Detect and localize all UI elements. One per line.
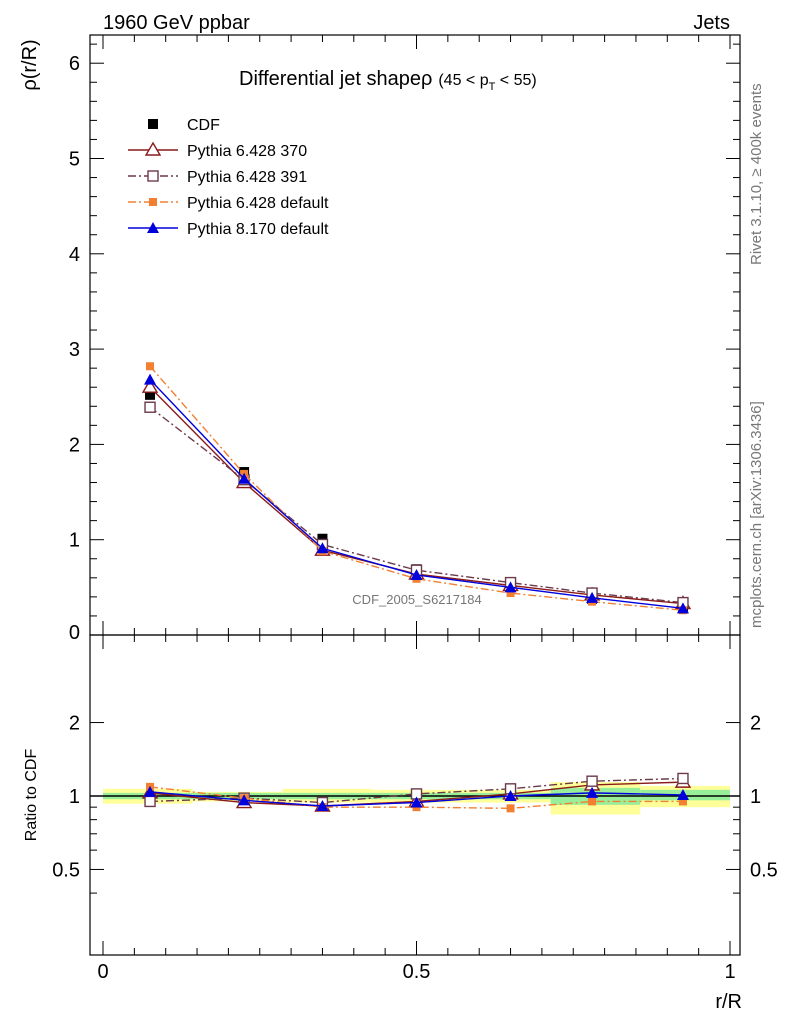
chart-title-range-end: < 55) <box>495 72 536 89</box>
x-tick-label: 0.5 <box>403 961 431 983</box>
main-y-tick-labels: 1 2 3 4 5 6 0 <box>69 53 80 644</box>
main-series-group <box>141 362 692 615</box>
legend-label-pythia-6-428-370: Pythia 6.428 370 <box>187 143 307 160</box>
legend-marker-pythia-6-428-370 <box>144 141 162 156</box>
ratio-point-pythia-6-428-default <box>678 797 687 806</box>
main-y-tick-label: 6 <box>69 53 80 75</box>
rivet-info: Rivet 3.1.10, ≥ 400k events <box>748 83 765 265</box>
ratio-point-pythia-6-428-391 <box>586 775 598 787</box>
point-pythia-8-170-default <box>586 591 599 603</box>
legend-label-pythia-6-428-391: Pythia 6.428 391 <box>187 169 307 186</box>
ratio-series-group <box>141 772 692 813</box>
legend-marker-pythia-8-170-default <box>147 222 159 233</box>
point-pythia-6-428-391 <box>144 401 156 413</box>
main-y-axis-label: ρ(r/R) <box>19 39 41 90</box>
main-y-ticks <box>90 35 740 636</box>
legend-label-cdf: CDF <box>187 117 220 134</box>
ratio-point-pythia-6-428-391 <box>144 795 156 808</box>
point-pythia-8-170-default <box>504 581 517 593</box>
header-right: Jets <box>693 12 730 34</box>
legend-marker-pythia-6-428-default <box>149 198 157 206</box>
point-pythia-6-428-default <box>146 362 155 371</box>
main-y-tick-label: 5 <box>69 149 80 171</box>
point-pythia-8-170-default <box>676 602 689 614</box>
legend-label-pythia-8-170-default: Pythia 8.170 default <box>187 221 329 238</box>
mcplots-info: mcplots.cern.ch [arXiv:1306.3436] <box>748 401 765 628</box>
series-pythia-8-170-default <box>144 373 689 614</box>
point-cdf <box>317 533 328 544</box>
ratio-ticks <box>90 635 740 955</box>
point-pythia-8-170-default <box>238 472 251 484</box>
x-tick-label: 1 <box>724 961 735 983</box>
legend-entry-pythia-6-428-370: Pythia 6.428 370 <box>128 141 307 160</box>
x-tick-label: 0 <box>97 961 108 983</box>
ratio-point-pythia-6-428-default <box>588 797 597 806</box>
chart-title-subscript: T <box>489 81 496 93</box>
x-axis-label: r/R <box>715 991 742 1013</box>
ratio-point-pythia-8-170-default <box>316 799 329 811</box>
point-cdf <box>145 389 156 400</box>
ratio-point-pythia-8-170-default <box>586 786 599 798</box>
chart-title-main: Differential jet shapeρ <box>239 68 432 90</box>
point-pythia-8-170-default <box>410 568 423 580</box>
ratio-point-pythia-8-170-default <box>238 794 251 806</box>
legend-entry-pythia-8-170-default: Pythia 8.170 default <box>128 221 329 238</box>
main-y-tick-label: 2 <box>69 434 80 456</box>
point-pythia-8-170-default <box>144 373 157 385</box>
header-left: 1960 GeV ppbar <box>103 12 250 34</box>
ratio-y-tick-label-right: 2 <box>750 713 761 735</box>
main-panel: 1 2 3 4 5 6 0 ρ(r/R) Differential jet shapeρ (4… <box>19 34 741 644</box>
ratio-y-tick-label: 1 <box>69 786 80 808</box>
ratio-panel-frame <box>89 634 741 956</box>
chart-title-range: (45 < p <box>438 72 488 89</box>
ratio-tick-labels: 0.5 0.5 1 1 2 2 0 0.5 1 <box>52 713 778 983</box>
ratio-panel: 0.5 0.5 1 1 2 2 0 0.5 1 Ratio to CDF r/R <box>23 634 778 1013</box>
main-y-tick-label-zero: 0 <box>69 622 80 644</box>
point-pythia-6-428-370 <box>141 378 159 393</box>
point-pythia-6-428-default <box>506 589 515 598</box>
ratio-y-axis-label: Ratio to CDF <box>23 749 40 842</box>
ratio-point-pythia-8-170-default <box>144 785 157 797</box>
legend-marker-cdf <box>148 119 158 129</box>
chart-title: Differential jet shapeρ (45 < pT < 55) <box>239 68 537 93</box>
ratio-point-pythia-8-170-default <box>504 790 517 801</box>
ratio-y-tick-label: 0.5 <box>52 859 80 881</box>
legend-entry-pythia-6-428-default: Pythia 6.428 default <box>128 195 329 212</box>
legend-entry-cdf: CDF <box>148 117 220 134</box>
ratio-y-tick-label-right: 1 <box>750 786 761 808</box>
legend-marker-pythia-6-428-391 <box>147 170 159 182</box>
ratio-point-pythia-6-428-391 <box>677 772 689 785</box>
main-y-tick-label: 4 <box>69 244 80 266</box>
ratio-point-pythia-6-428-default <box>506 804 515 813</box>
legend-label-pythia-6-428-default: Pythia 6.428 default <box>187 195 329 212</box>
point-pythia-8-170-default <box>316 542 329 554</box>
ratio-point-pythia-8-170-default <box>676 788 689 800</box>
ratio-series-pythia-8-170-default <box>144 785 689 811</box>
ratio-y-tick-label-right: 0.5 <box>750 859 778 881</box>
ratio-point-pythia-8-170-default <box>410 796 423 808</box>
main-y-tick-label: 1 <box>69 530 80 552</box>
main-y-tick-label: 3 <box>69 339 80 361</box>
ratio-y-tick-label: 2 <box>69 713 80 735</box>
analysis-watermark: CDF_2005_S6217184 <box>352 592 481 607</box>
legend-entry-pythia-6-428-391: Pythia 6.428 391 <box>128 169 307 186</box>
legend: CDF Pythia 6.428 370 Pythia 6.428 391 Pythi… <box>128 117 329 238</box>
